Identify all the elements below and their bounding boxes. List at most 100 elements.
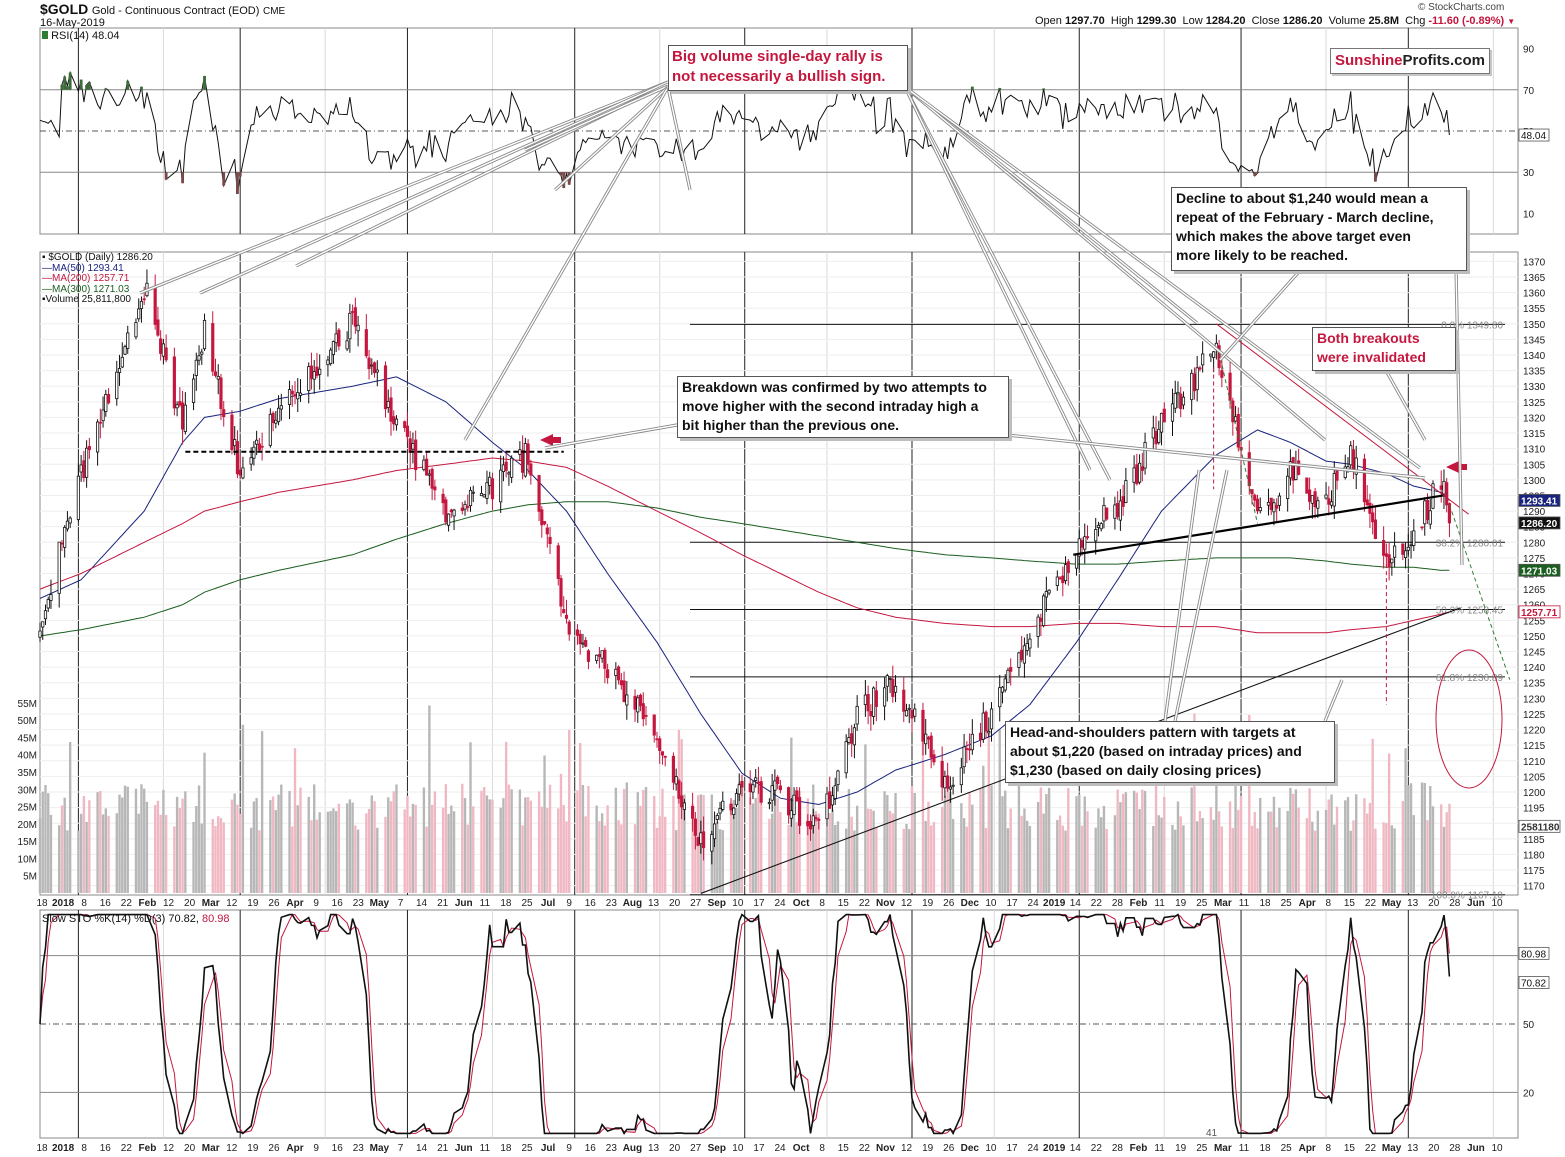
date-tick-label: 25 (521, 1143, 533, 1154)
volume-bar (488, 799, 491, 893)
candle-body (693, 818, 697, 836)
date-tick-label: 13 (1407, 1143, 1419, 1154)
candle-body (309, 365, 314, 379)
volume-bar (1009, 808, 1012, 893)
volume-bar (299, 787, 302, 893)
candle-body (153, 285, 157, 325)
candle-body (948, 786, 952, 790)
candle-body (1384, 553, 1388, 557)
rsi-oversold-fill (1256, 172, 1259, 174)
candle-body (1020, 649, 1024, 661)
candle-body (1118, 500, 1122, 521)
volume-bar (491, 799, 494, 893)
candle-body (562, 609, 566, 614)
price-tick-label: 1170 (1523, 882, 1545, 893)
volume-bar (288, 790, 291, 893)
date-tick-label: 8 (1326, 1143, 1332, 1154)
volume-bar (389, 801, 393, 893)
price-tick-label: 1360 (1523, 289, 1546, 300)
candle-body (315, 366, 319, 376)
volume-bar (411, 803, 415, 893)
date-tick-label: 22 (1365, 898, 1377, 909)
candle-body (433, 486, 437, 491)
volume-bar (387, 797, 390, 893)
candle-body (902, 689, 906, 712)
candle-body (293, 394, 297, 397)
volume-bar (584, 816, 587, 893)
volume-bar (351, 802, 354, 893)
volume-bar (855, 805, 859, 893)
date-tick-label: 9 (313, 1143, 319, 1154)
candle-body (1137, 462, 1142, 483)
date-tick-label: 10 (1491, 898, 1503, 909)
volume-bar (255, 798, 258, 893)
value-tag-label: 1271.03 (1521, 566, 1558, 577)
watermark: © StockCharts.com (1418, 2, 1505, 13)
candle-body (759, 781, 763, 803)
volume-bar (1324, 809, 1328, 893)
volume-bar (1195, 821, 1199, 893)
volume-bar (1250, 825, 1254, 893)
volume-bar (1152, 825, 1155, 893)
price-tick-label: 1325 (1523, 398, 1546, 409)
candle-body (578, 633, 582, 645)
volume-bar (1272, 796, 1276, 893)
annotation-leaders (139, 80, 1464, 722)
down-arrow-icon: ▼ (1507, 17, 1516, 26)
date-tick-label: Sep (708, 1143, 726, 1154)
date-tick-label: 20 (184, 1143, 196, 1154)
rsi-overbought-fill (970, 86, 974, 90)
volume-bar (1176, 801, 1180, 893)
volume-bar (79, 813, 83, 893)
candle-body (970, 733, 974, 751)
candle-body (691, 805, 695, 819)
candle-body (1255, 498, 1260, 512)
price-tick-label: 1230 (1523, 694, 1546, 705)
volume-bar (869, 809, 873, 893)
date-tick-label: 18 (500, 1143, 512, 1154)
volume-bar (740, 785, 744, 893)
candle-body (249, 457, 253, 465)
candle-body (1135, 464, 1139, 485)
candle-body (219, 377, 223, 410)
rsi-value-tag-box (1518, 128, 1550, 142)
candle-body (329, 349, 333, 364)
volume-bar (776, 798, 779, 893)
rsi-overbought-fill (63, 76, 67, 90)
candle-body (882, 687, 887, 707)
date-tick-label: 25 (1196, 898, 1208, 909)
candle-body (1217, 345, 1221, 369)
candle-body (989, 708, 994, 730)
candle-body (230, 414, 234, 451)
volume-bar (181, 798, 184, 893)
date-tick-label: Jul (541, 1143, 556, 1154)
date-tick-label: 8 (819, 1143, 825, 1154)
volume-bar (461, 783, 464, 893)
volume-bar (315, 819, 319, 893)
candle-body (674, 776, 678, 785)
candle-body (1423, 500, 1427, 525)
candle-body (446, 513, 451, 526)
date-tick-label: Jun (455, 1143, 473, 1154)
candle-body (271, 412, 275, 424)
candle-body (603, 649, 607, 669)
date-tick-label: 26 (943, 898, 955, 909)
volume-bar (249, 827, 253, 893)
volume-bar (1160, 817, 1163, 893)
volume-bar (1143, 790, 1147, 893)
date-tick-label: 17 (753, 898, 765, 909)
candle-body (1198, 367, 1202, 370)
volume-bar (348, 799, 352, 893)
volume-bar (140, 784, 143, 893)
volume-bar (403, 809, 406, 893)
date-tick-label: 22 (121, 1143, 133, 1154)
stochastic-indicator (39, 913, 1518, 1136)
sto-tick-label: 50 (1523, 1020, 1535, 1031)
date-tick-label: 23 (353, 1143, 365, 1154)
candle-body (134, 322, 138, 338)
volume-bar (1365, 813, 1369, 893)
volume-bar (521, 825, 524, 893)
candle-body (564, 614, 569, 619)
candle-body (126, 332, 130, 349)
volume-bar (307, 796, 310, 893)
